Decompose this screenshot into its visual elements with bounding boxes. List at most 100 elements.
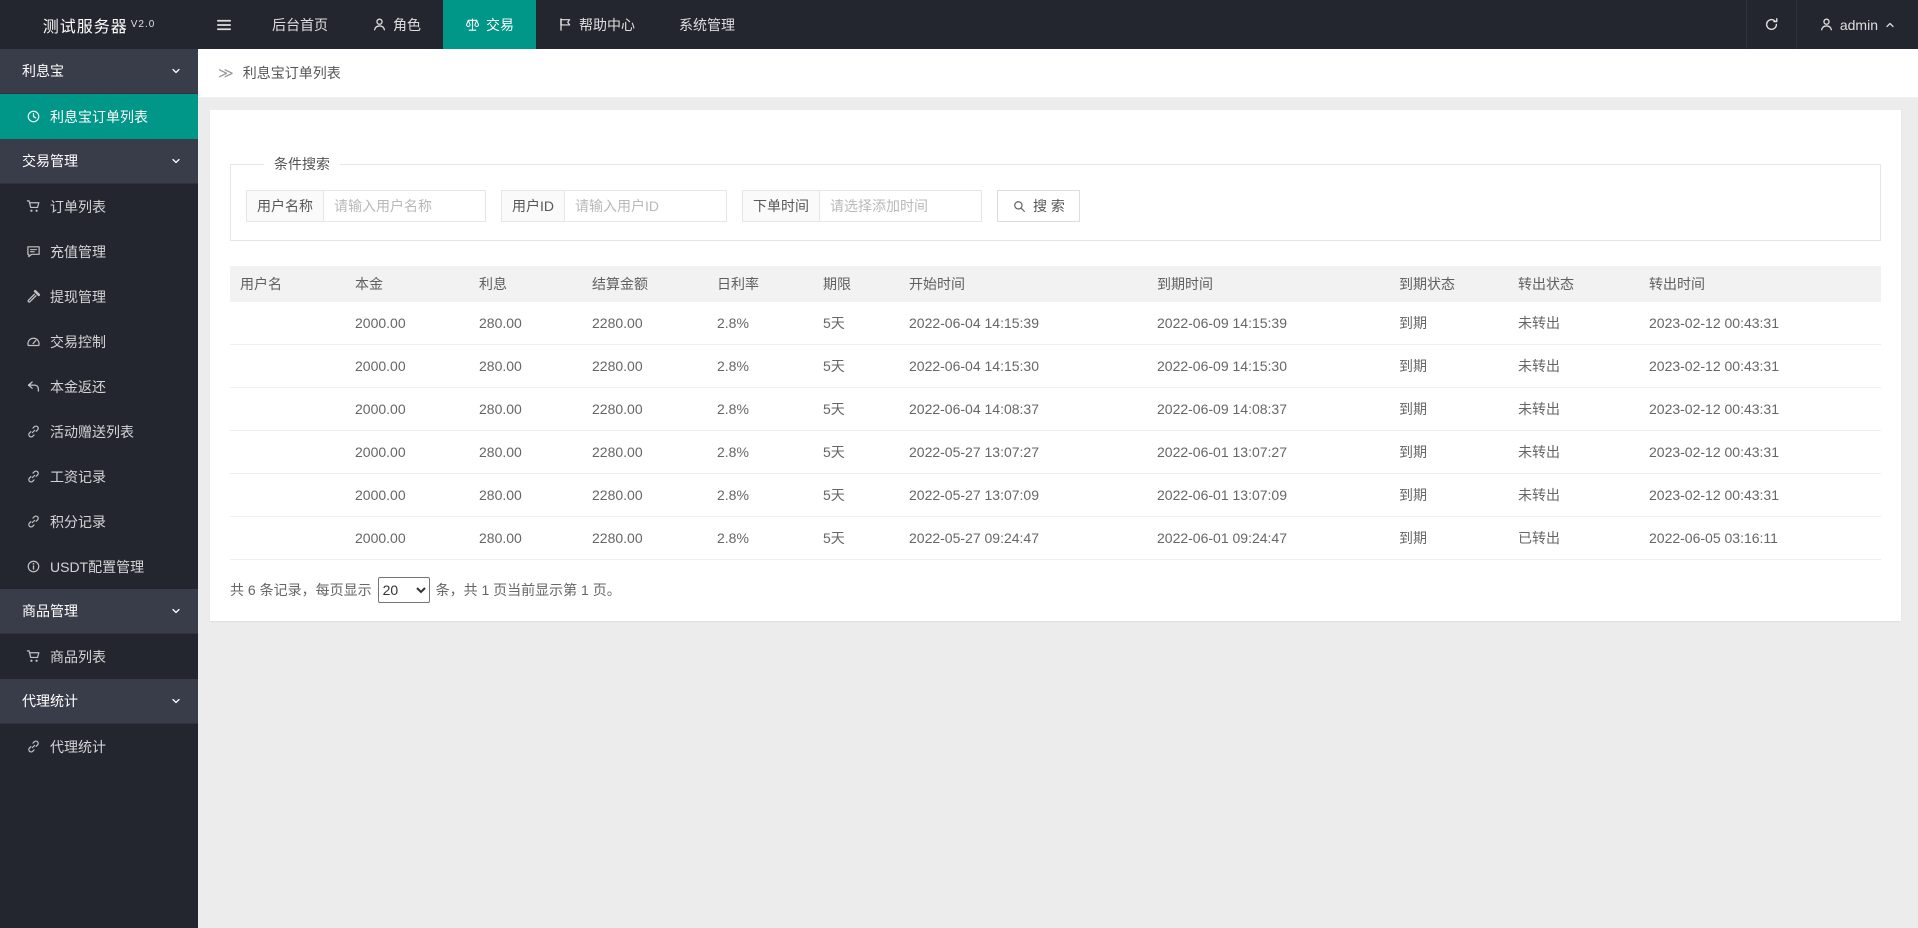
- col-start-time: 开始时间: [899, 266, 1147, 302]
- nav-item-system[interactable]: 系统管理: [657, 0, 757, 49]
- sidebar-item-usdt-config[interactable]: USDT配置管理: [0, 544, 198, 589]
- cell-start-time: 2022-05-27 13:07:09: [899, 473, 1147, 517]
- sidebar-group-trade-mgmt[interactable]: 交易管理: [0, 139, 198, 184]
- nav-item-trade[interactable]: 交易: [443, 0, 536, 49]
- col-interest: 利息: [469, 266, 582, 302]
- sidebar-group-agent-stats[interactable]: 代理统计: [0, 679, 198, 724]
- cell-start-time: 2022-05-27 13:07:27: [899, 430, 1147, 474]
- sidebar-item-lixibao-orders[interactable]: 利息宝订单列表: [0, 94, 198, 139]
- cell-transfer-status: 未转出: [1508, 302, 1639, 345]
- cell-expire-status: 到期: [1389, 344, 1508, 388]
- table-row: 2000.00 280.00 2280.00 2.8% 5天 2022-06-0…: [230, 344, 1881, 388]
- sidebar-item-label: 活动赠送列表: [50, 423, 134, 440]
- cell-start-time: 2022-05-27 09:24:47: [899, 516, 1147, 560]
- hamburger-icon: [216, 19, 232, 30]
- sidebar-item-label: 交易控制: [50, 333, 106, 350]
- cell-daily-rate: 2.8%: [707, 344, 813, 388]
- cell-transfer-time: 2023-02-12 00:43:31: [1639, 344, 1881, 388]
- main-nav: 后台首页 角色 交易 帮助中心 系统管理: [198, 0, 757, 49]
- cell-interest: 280.00: [469, 302, 582, 345]
- pagination-prefix: 共 6 条记录，每页显示: [230, 582, 372, 598]
- sidebar-item-order-list[interactable]: 订单列表: [0, 184, 198, 229]
- username-input[interactable]: [324, 190, 486, 222]
- pagination-bar: 共 6 条记录，每页显示 20 条，共 1 页当前显示第 1 页。: [230, 577, 1881, 603]
- nav-item-home[interactable]: 后台首页: [250, 0, 350, 49]
- username-field-group: 用户名称: [246, 190, 486, 222]
- userid-input[interactable]: [565, 190, 727, 222]
- cell-interest: 280.00: [469, 473, 582, 517]
- cell-principal: 2000.00: [345, 344, 469, 388]
- sidebar-item-principal-return[interactable]: 本金返还: [0, 364, 198, 409]
- cell-expire-status: 到期: [1389, 430, 1508, 474]
- search-button-label: 搜 索: [1033, 198, 1065, 214]
- sidebar-group-product-mgmt[interactable]: 商品管理: [0, 589, 198, 634]
- chevron-down-icon: [172, 158, 180, 164]
- col-principal: 本金: [345, 266, 469, 302]
- sidebar-item-withdraw-mgmt[interactable]: 提现管理: [0, 274, 198, 319]
- cell-daily-rate: 2.8%: [707, 302, 813, 345]
- sidebar-item-activity-gift-list[interactable]: 活动赠送列表: [0, 409, 198, 454]
- gavel-icon: [27, 289, 41, 303]
- cell-daily-rate: 2.8%: [707, 516, 813, 560]
- search-panel-legend: 条件搜索: [274, 156, 330, 172]
- nav-item-role[interactable]: 角色: [350, 0, 443, 49]
- refresh-icon: [1765, 18, 1778, 30]
- col-expire-time: 到期时间: [1147, 266, 1389, 302]
- cell-period: 5天: [813, 516, 899, 560]
- user-menu[interactable]: admin: [1795, 0, 1918, 49]
- sidebar-group-lixibao[interactable]: 利息宝: [0, 49, 198, 94]
- search-panel: 条件搜索 用户名称 用户ID 下单时间 搜 索: [230, 154, 1881, 241]
- username-field-label: 用户名称: [246, 190, 324, 222]
- gauge-icon: [27, 337, 40, 347]
- header-right: admin: [1745, 0, 1918, 49]
- search-icon: [1014, 200, 1025, 212]
- nav-item-label: 后台首页: [272, 16, 328, 33]
- scales-icon: [465, 18, 480, 31]
- link-icon: [28, 470, 39, 483]
- sidebar-item-recharge-mgmt[interactable]: 充值管理: [0, 229, 198, 274]
- order-time-input[interactable]: [820, 190, 982, 222]
- page-size-select[interactable]: 20: [377, 577, 430, 603]
- cell-expire-time: 2022-06-09 14:15:39: [1147, 302, 1389, 345]
- sidebar-item-label: 提现管理: [50, 288, 106, 305]
- sidebar-item-points-records[interactable]: 积分记录: [0, 499, 198, 544]
- sidebar-item-label: USDT配置管理: [50, 558, 145, 575]
- cell-period: 5天: [813, 344, 899, 388]
- nav-item-help[interactable]: 帮助中心: [536, 0, 657, 49]
- cell-daily-rate: 2.8%: [707, 473, 813, 517]
- cell-transfer-status: 已转出: [1508, 516, 1639, 560]
- sidebar-item-agent-stats[interactable]: 代理统计: [0, 724, 198, 769]
- col-expire-status: 到期状态: [1389, 266, 1508, 302]
- cell-transfer-time: 2023-02-12 00:43:31: [1639, 302, 1881, 345]
- search-button[interactable]: 搜 索: [997, 190, 1080, 222]
- cell-username: [230, 473, 345, 517]
- comment-icon: [27, 246, 40, 258]
- sidebar-item-label: 工资记录: [50, 468, 106, 485]
- sidebar-item-trade-control[interactable]: 交易控制: [0, 319, 198, 364]
- orders-table: 用户名 本金 利息 结算金额 日利率 期限 开始时间 到期时间 到期状态 转出状…: [230, 266, 1881, 560]
- cell-transfer-time: 2022-06-05 03:16:11: [1639, 516, 1881, 560]
- cell-expire-status: 到期: [1389, 302, 1508, 345]
- cell-username: [230, 387, 345, 431]
- sidebar-item-label: 商品列表: [50, 648, 106, 665]
- cell-interest: 280.00: [469, 430, 582, 474]
- cell-expire-time: 2022-06-09 14:08:37: [1147, 387, 1389, 431]
- brand-name: 测试服务器: [42, 18, 128, 36]
- cell-username: [230, 302, 345, 345]
- refresh-button[interactable]: [1745, 0, 1796, 49]
- cart-icon: [26, 200, 40, 212]
- sidebar: 利息宝 利息宝订单列表 交易管理 订单列表 充值管理 提现管理 交易控制 本金返…: [0, 49, 198, 928]
- cell-expire-time: 2022-06-01 13:07:09: [1147, 473, 1389, 517]
- sidebar-item-salary-records[interactable]: 工资记录: [0, 454, 198, 499]
- sidebar-item-product-list[interactable]: 商品列表: [0, 634, 198, 679]
- sidebar-toggle-button[interactable]: [198, 0, 250, 49]
- breadcrumb-symbol: ≫: [218, 65, 234, 82]
- orders-table-head: 用户名 本金 利息 结算金额 日利率 期限 开始时间 到期时间 到期状态 转出状…: [230, 266, 1881, 302]
- cell-principal: 2000.00: [345, 302, 469, 345]
- sidebar-item-label: 利息宝订单列表: [50, 108, 148, 125]
- cell-settlement: 2280.00: [582, 430, 707, 474]
- cell-interest: 280.00: [469, 516, 582, 560]
- search-form: 用户名称 用户ID 下单时间 搜 索: [246, 190, 1865, 222]
- col-username: 用户名: [230, 266, 345, 302]
- main-content: 条件搜索 用户名称 用户ID 下单时间 搜 索: [198, 98, 1918, 928]
